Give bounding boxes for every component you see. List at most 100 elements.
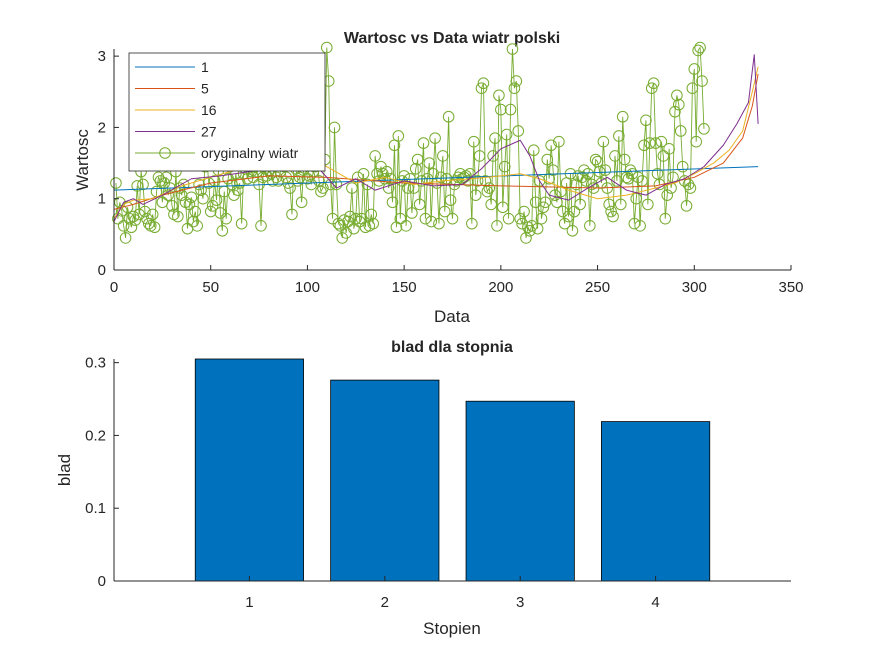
original-point — [634, 220, 646, 232]
original-point — [324, 178, 337, 191]
legend: 1 5 16 27 oryginalny wiatr — [128, 52, 326, 172]
original-point — [183, 198, 196, 211]
original-point — [235, 217, 248, 230]
original-point — [446, 212, 459, 225]
original-point — [462, 175, 474, 187]
x-tick-label: 150 — [392, 279, 417, 296]
original-point — [510, 75, 523, 87]
original-point — [502, 212, 515, 225]
x-tick-label: 300 — [682, 279, 707, 296]
line-chart-title: Wartosc vs Data wiatr polski — [344, 30, 560, 47]
original-point — [524, 224, 536, 237]
original-point — [485, 198, 497, 211]
original-point — [195, 184, 207, 196]
original-point — [696, 75, 708, 87]
original-point — [413, 198, 426, 211]
original-point — [206, 200, 219, 212]
original-point — [369, 150, 381, 162]
original-point — [231, 184, 244, 196]
original-point — [593, 165, 606, 178]
original-point — [437, 150, 449, 162]
original-point — [191, 220, 203, 232]
y-tick-label: 0.1 — [85, 500, 106, 517]
original-point — [328, 121, 341, 134]
original-point — [541, 153, 554, 166]
series-line-1 — [113, 166, 759, 191]
legend-label: oryginalny wiatr — [201, 145, 299, 161]
original-point — [442, 110, 455, 123]
original-point — [655, 135, 668, 148]
x-tick-label: 1 — [245, 594, 253, 611]
x-tick-label: 2 — [381, 594, 389, 611]
original-point — [642, 198, 654, 211]
bar — [465, 400, 575, 582]
bar-chart-axes: blad dla stopnia 1 2 3 4 0 0.1 0.2 0.3 Stopien… — [55, 339, 791, 638]
original-point — [330, 178, 343, 191]
original-point — [537, 201, 550, 214]
original-point — [555, 185, 567, 198]
original-point — [148, 221, 161, 234]
original-point — [647, 77, 660, 90]
original-point — [669, 105, 681, 118]
original-point — [438, 205, 451, 218]
original-point — [346, 182, 358, 194]
original-point — [139, 205, 151, 218]
y-tick-label: 0 — [98, 573, 106, 590]
original-point — [489, 132, 501, 144]
line-chart-frame — [113, 49, 791, 271]
original-point — [419, 212, 432, 225]
original-point — [674, 125, 687, 137]
line-chart-plot-area — [110, 41, 759, 244]
original-point — [580, 175, 592, 187]
original-point — [496, 201, 509, 214]
original-point — [504, 103, 517, 116]
original-point — [357, 167, 370, 180]
bar-chart-xlabel: Stopien — [423, 619, 481, 638]
original-point — [508, 82, 521, 95]
line-chart-x-ticks: 0 50 100 150 200 250 300 350 — [110, 265, 804, 296]
original-point — [512, 125, 525, 137]
original-point — [466, 217, 478, 230]
original-point — [603, 198, 615, 211]
y-tick-label: 3 — [98, 48, 106, 65]
bar-chart-bars — [194, 358, 711, 582]
original-point — [671, 89, 683, 102]
original-point — [189, 205, 202, 218]
original-point — [584, 220, 596, 232]
original-point — [444, 194, 457, 206]
original-point — [454, 167, 467, 180]
original-point — [645, 82, 658, 95]
original-point — [657, 150, 670, 162]
original-point — [649, 137, 662, 149]
original-point — [643, 137, 656, 149]
original-point — [673, 98, 685, 111]
original-point — [607, 210, 619, 223]
legend-label: 16 — [201, 102, 217, 118]
original-point — [616, 110, 629, 123]
original-point — [415, 175, 428, 187]
original-point — [425, 215, 438, 228]
original-point — [284, 182, 296, 194]
original-point — [384, 172, 397, 185]
original-point — [204, 205, 217, 218]
original-point — [117, 220, 130, 232]
original-point — [620, 171, 633, 184]
original-point — [545, 139, 557, 152]
x-tick-label: 250 — [585, 279, 610, 296]
original-point — [694, 41, 706, 54]
original-point — [197, 192, 209, 205]
original-point — [661, 189, 674, 201]
original-point — [566, 224, 579, 237]
original-point — [110, 177, 122, 189]
original-point — [386, 196, 399, 209]
bar-chart-frame — [113, 359, 791, 582]
original-point — [409, 162, 422, 175]
bar — [601, 421, 711, 582]
original-point — [628, 217, 641, 230]
original-point — [498, 160, 511, 173]
original-point — [553, 135, 565, 148]
original-point — [626, 167, 639, 180]
legend-label: 5 — [201, 81, 209, 97]
original-point — [361, 178, 374, 191]
original-point — [688, 63, 701, 75]
